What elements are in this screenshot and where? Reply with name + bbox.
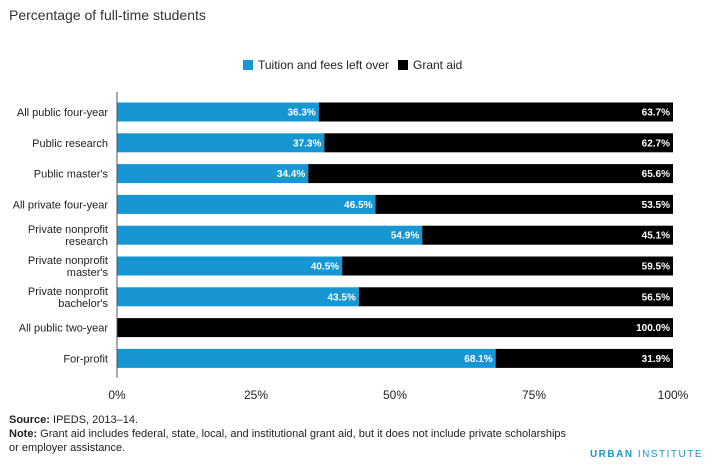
x-tick-label: 50% bbox=[383, 388, 407, 402]
category-label: Private nonprofit bbox=[28, 286, 108, 298]
data-label: 31.9% bbox=[642, 354, 670, 365]
data-label: 65.6% bbox=[642, 169, 670, 180]
data-label: 45.1% bbox=[642, 231, 670, 242]
data-label: 46.5% bbox=[344, 200, 372, 211]
source-line: Source: IPEDS, 2013–14. bbox=[9, 413, 569, 427]
note-text: Grant aid includes federal, state, local… bbox=[9, 428, 567, 454]
bar-segment-grant-aid bbox=[375, 194, 673, 214]
data-label: 62.7% bbox=[642, 138, 670, 149]
bar-segment-grant-aid bbox=[422, 225, 673, 245]
bar-segment-tuition bbox=[117, 133, 325, 153]
brand-first: URBAN bbox=[589, 449, 634, 460]
bar-segment-tuition bbox=[117, 256, 343, 276]
category-label: All public two-year bbox=[19, 323, 109, 335]
data-label: 63.7% bbox=[642, 108, 670, 119]
legend-label-0: Tuition and fees left over bbox=[258, 58, 389, 72]
data-label: 40.5% bbox=[311, 262, 339, 273]
x-axis: 0% 25% 50% 75% 100% bbox=[108, 92, 689, 402]
bar-segment-grant-aid bbox=[117, 318, 673, 338]
bars-group: All public four-year 36.3% 63.7% Public res… bbox=[13, 102, 673, 368]
bar-segment-grant-aid bbox=[324, 133, 673, 153]
data-label: 34.4% bbox=[277, 169, 305, 180]
category-label: All private four-year bbox=[13, 199, 109, 211]
data-label: 68.1% bbox=[464, 354, 492, 365]
bar-segment-grant-aid bbox=[358, 287, 673, 307]
data-label: 56.5% bbox=[642, 292, 670, 303]
bar-segment-grant-aid bbox=[495, 348, 673, 368]
category-label: Public research bbox=[32, 138, 108, 150]
data-label: 37.3% bbox=[293, 138, 321, 149]
bar-segment-tuition bbox=[117, 287, 359, 307]
chart-footer: Source: IPEDS, 2013–14. Note: Grant aid … bbox=[9, 413, 569, 455]
category-label: All public four-year bbox=[17, 107, 108, 119]
source-label: Source: bbox=[9, 414, 50, 426]
bar-segment-grant-aid bbox=[308, 164, 673, 184]
note-line: Note: Grant aid includes federal, state,… bbox=[9, 427, 569, 455]
category-label: research bbox=[65, 236, 108, 248]
data-label: 59.5% bbox=[642, 262, 670, 273]
bar-segment-grant-aid bbox=[318, 102, 673, 122]
data-label: 100.0% bbox=[636, 323, 670, 334]
bar-segment-grant-aid bbox=[342, 256, 673, 276]
x-tick-label: 25% bbox=[244, 388, 268, 402]
legend-swatch-0 bbox=[243, 60, 253, 70]
note-label: Note: bbox=[9, 428, 38, 440]
x-tick-label: 100% bbox=[658, 388, 689, 402]
legend: Tuition and fees left over Grant aid bbox=[243, 58, 462, 72]
legend-label-1: Grant aid bbox=[413, 58, 462, 72]
category-label: Public master's bbox=[34, 169, 109, 181]
data-label: 43.5% bbox=[328, 292, 356, 303]
legend-swatch-1 bbox=[398, 60, 408, 70]
category-label: bachelor's bbox=[58, 298, 108, 310]
category-label: master's bbox=[67, 267, 109, 279]
category-label: For-profit bbox=[63, 353, 108, 365]
bar-segment-tuition bbox=[117, 348, 496, 368]
brand-second: INSTITUTE bbox=[633, 449, 703, 460]
category-label: Private nonprofit bbox=[28, 224, 108, 236]
data-label: 54.9% bbox=[391, 231, 419, 242]
urban-institute-logo: URBAN INSTITUTE bbox=[590, 449, 703, 460]
bar-segment-tuition bbox=[117, 102, 319, 122]
x-tick-label: 75% bbox=[522, 388, 546, 402]
category-label: Private nonprofit bbox=[28, 255, 108, 267]
stacked-bar-chart: Percentage of full-time students Tuition… bbox=[9, 7, 689, 402]
bar-segment-tuition bbox=[117, 225, 423, 245]
bar-segment-tuition bbox=[117, 164, 309, 184]
x-tick-label: 0% bbox=[108, 388, 126, 402]
bar-segment-tuition bbox=[117, 194, 376, 214]
chart-title: Percentage of full-time students bbox=[9, 7, 206, 23]
source-text: IPEDS, 2013–14. bbox=[49, 414, 139, 426]
data-label: 53.5% bbox=[642, 200, 670, 211]
data-label: 36.3% bbox=[287, 108, 315, 119]
